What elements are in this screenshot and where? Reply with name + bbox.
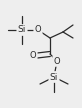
Text: O: O — [35, 25, 41, 34]
Text: Si: Si — [50, 72, 58, 82]
Text: O: O — [30, 52, 36, 60]
Text: Si: Si — [18, 25, 26, 34]
Text: O: O — [54, 56, 60, 65]
